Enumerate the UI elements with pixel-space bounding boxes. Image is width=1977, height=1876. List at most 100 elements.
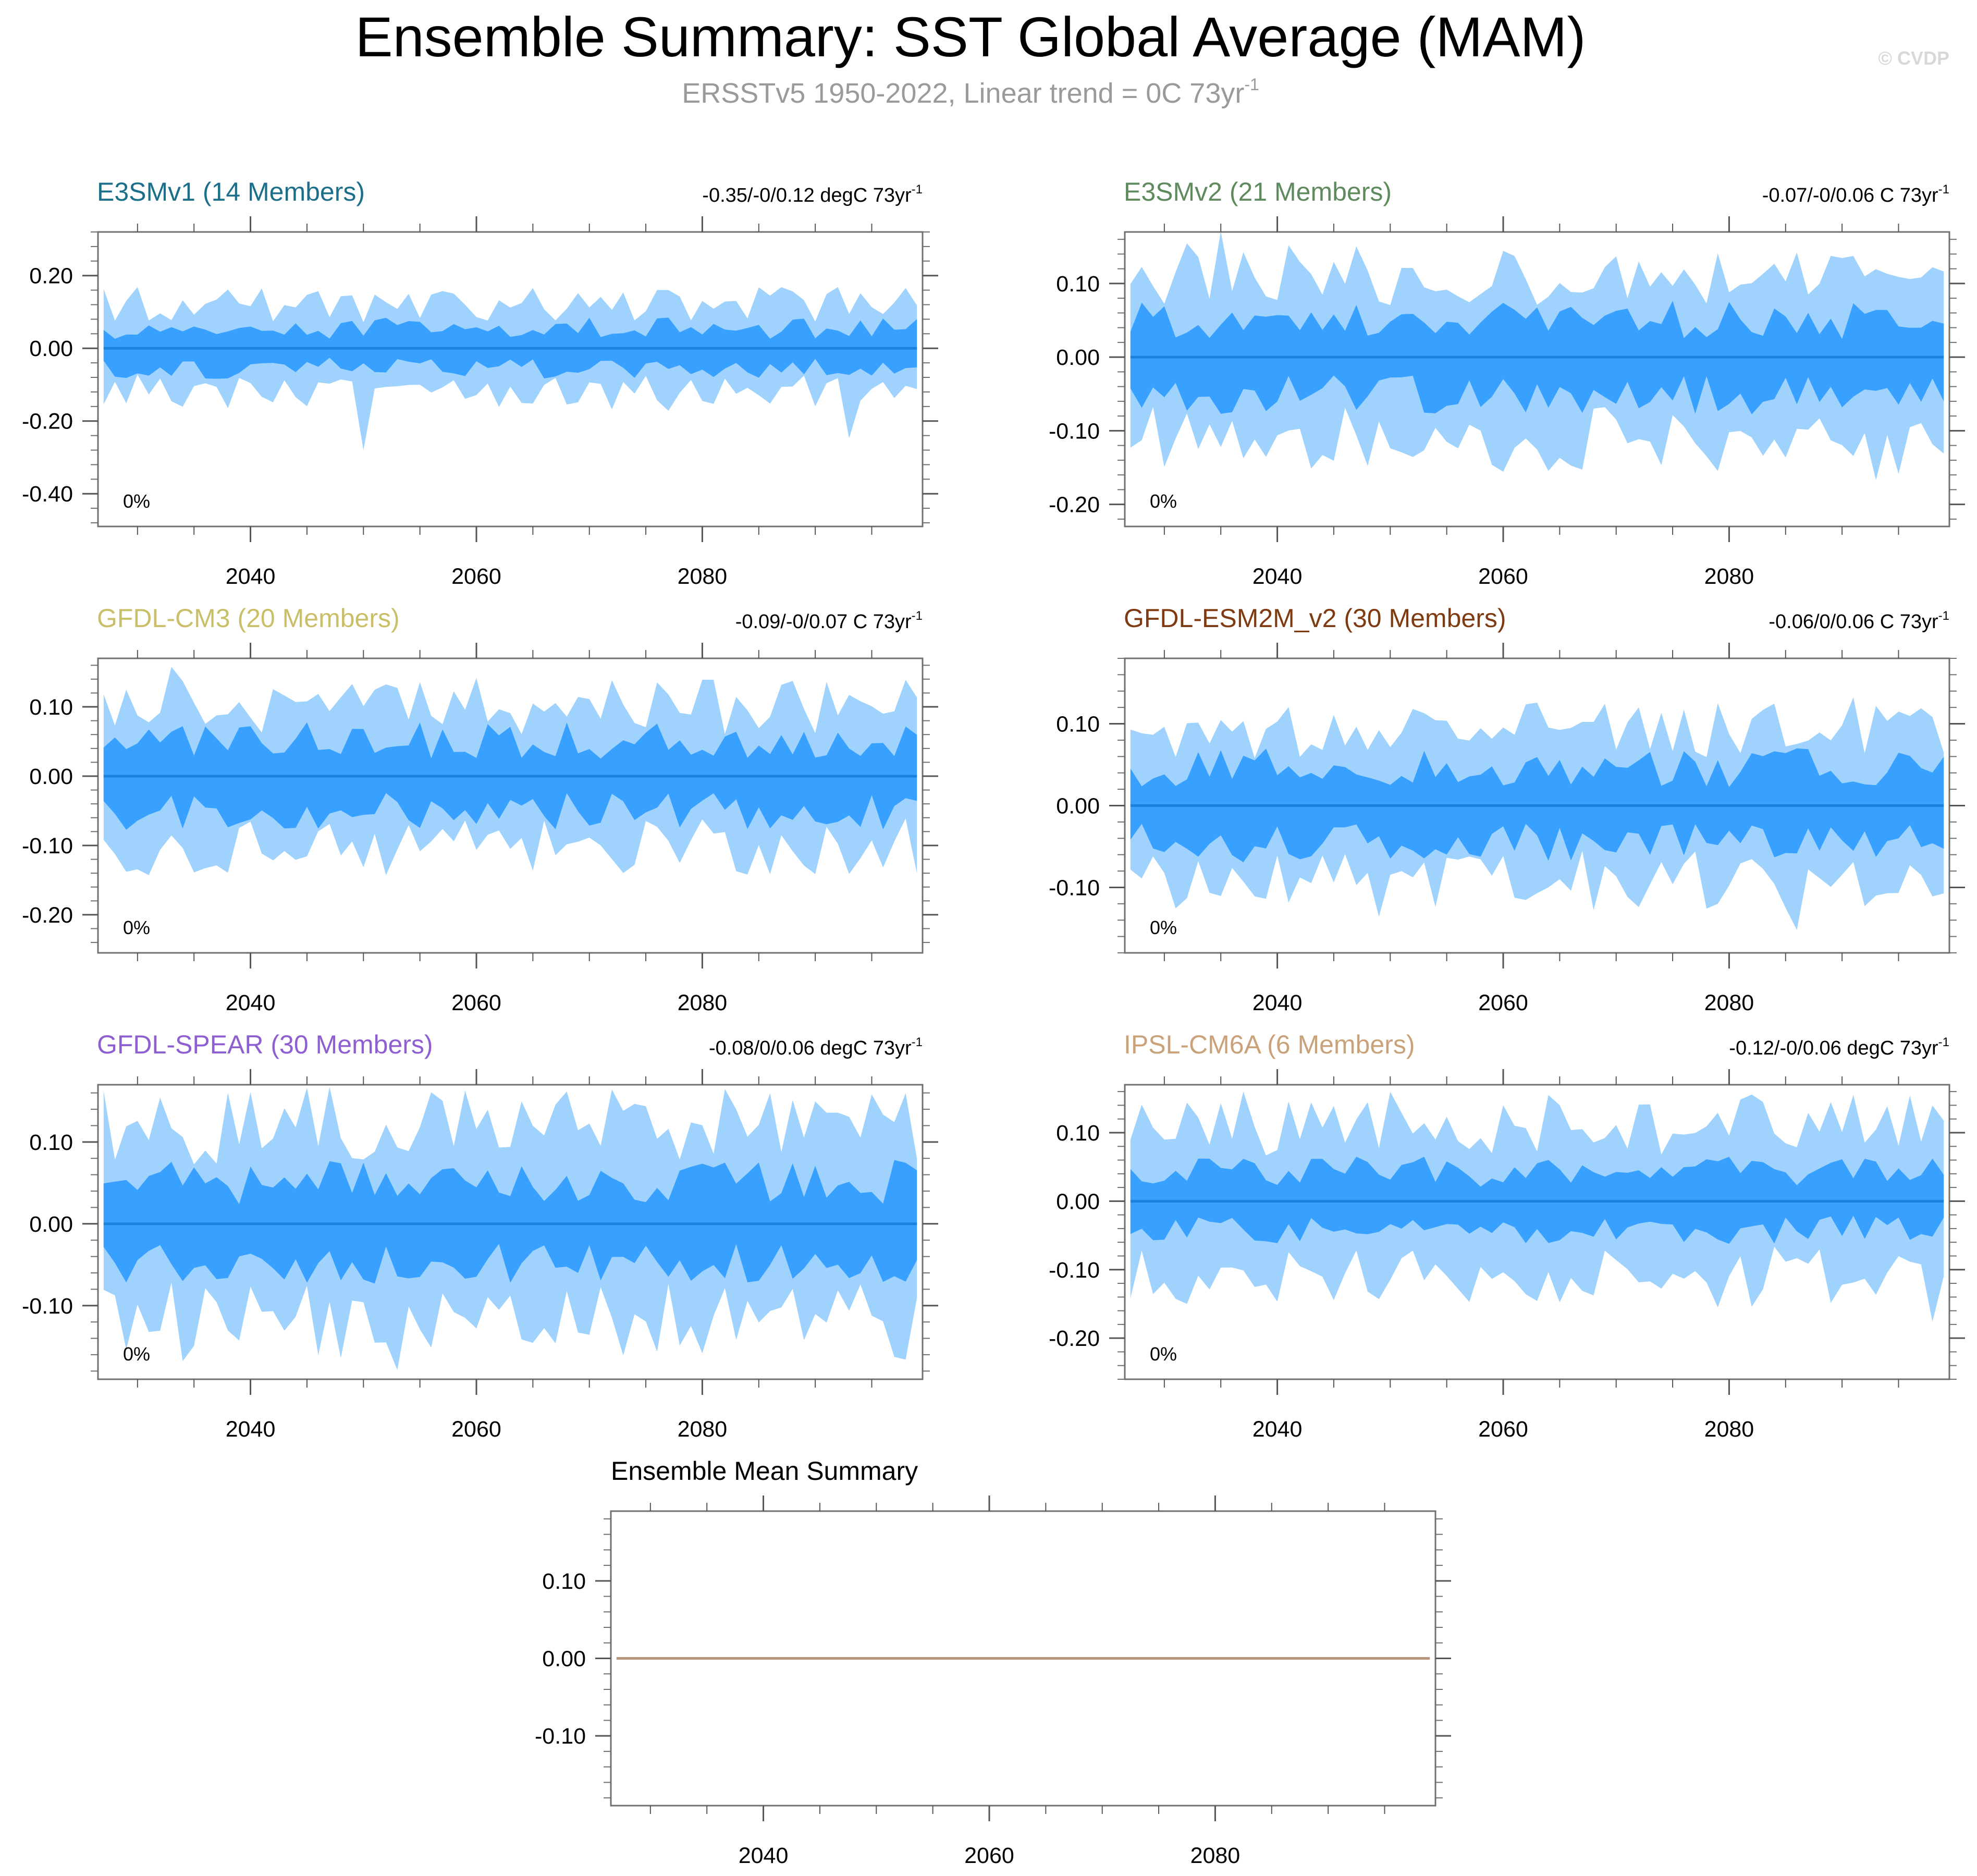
- plot-frame: [97, 231, 924, 528]
- y-tick-label: 0.10: [29, 695, 73, 720]
- y-tick-label: -0.40: [22, 482, 73, 507]
- x-tick-label: 2040: [226, 564, 276, 589]
- trend-text: -0.09/-0/0.07 C 73yr: [735, 611, 912, 633]
- y-tick-label: -0.20: [1049, 1326, 1100, 1351]
- trend-label: -0.07/-0/0.06 C 73yr-1: [1762, 182, 1949, 206]
- x-tick-label: 2040: [226, 990, 276, 1015]
- trend-text: -0.06/0/0.06 C 73yr: [1769, 611, 1938, 633]
- y-tick-label: -0.10: [1049, 1258, 1100, 1283]
- x-tick-label: 2040: [1252, 1417, 1303, 1442]
- trend-label: -0.12/-0/0.06 degC 73yr-1: [1729, 1035, 1949, 1059]
- y-tick-label: 0.10: [542, 1569, 586, 1594]
- x-tick-label: 2080: [1704, 1417, 1754, 1442]
- x-tick-label: 2040: [226, 1417, 276, 1442]
- panel-e3smv1: E3SMv1 (14 Members) -0.35/-0/0.12 degC 73…: [22, 177, 938, 589]
- panel-ensemble-mean-summary: Ensemble Mean Summary 0.10 0.00 -0.10 2040 20…: [535, 1456, 1451, 1868]
- figure-subtitle-sup: -1: [1244, 75, 1259, 94]
- inner-spread-band: [103, 1160, 917, 1284]
- plot-area: [1130, 232, 1944, 481]
- figure-subtitle-main: ERSSTv5 1950-2022, Linear trend = 0C 73y…: [682, 78, 1244, 109]
- x-tick-label: 2040: [1252, 564, 1303, 589]
- trend-sup: -1: [912, 182, 923, 197]
- panel-title: Ensemble Mean Summary: [611, 1456, 918, 1486]
- y-tick-label: -0.10: [1049, 875, 1100, 900]
- plot-area: [103, 1087, 917, 1370]
- y-tick-label: -0.20: [22, 903, 73, 928]
- panel-title: GFDL-CM3 (20 Members): [97, 604, 400, 633]
- trend-sup: -1: [912, 1035, 923, 1049]
- x-tick-label: 2060: [1478, 564, 1528, 589]
- y-tick-label: -0.10: [535, 1724, 586, 1749]
- plot-frame: [97, 1084, 924, 1380]
- x-tick-label: 2080: [678, 1417, 728, 1442]
- y-tick-label: 0.00: [1056, 794, 1100, 819]
- trend-sup: -1: [912, 609, 923, 623]
- y-tick-label: 0.00: [29, 764, 73, 789]
- y-tick-label: -0.10: [22, 833, 73, 859]
- y-tick-label: -0.20: [1049, 493, 1100, 518]
- panel-gfdl-esm2m-v2: GFDL-ESM2M_v2 (30 Members) -0.06/0/0.06 C…: [1049, 604, 1965, 1015]
- plot-frame: [97, 657, 924, 954]
- plot-frame: [1124, 231, 1950, 528]
- y-tick-label: 0.10: [29, 1130, 73, 1155]
- panel-gfdl-spear: GFDL-SPEAR (30 Members) -0.08/0/0.06 degC…: [22, 1030, 938, 1442]
- y-tick-label: 0.00: [542, 1647, 586, 1672]
- x-tick-label: 2040: [739, 1843, 789, 1868]
- y-tick-label: 0.00: [29, 336, 73, 361]
- x-tick-label: 2040: [1252, 990, 1303, 1015]
- panel-title: E3SMv2 (21 Members): [1124, 177, 1392, 206]
- panel-title: GFDL-SPEAR (30 Members): [97, 1030, 433, 1059]
- panel-ipsl-cm6a: IPSL-CM6A (6 Members) -0.12/-0/0.06 degC …: [1049, 1030, 1965, 1442]
- y-tick-label: 0.00: [1056, 1189, 1100, 1214]
- plot-frame: [1124, 1084, 1950, 1380]
- trend-sup: -1: [1938, 182, 1949, 197]
- percent-label: 0%: [123, 491, 150, 512]
- copyright-label: © CVDP: [1878, 47, 1949, 69]
- trend-sup: -1: [1938, 1035, 1949, 1049]
- figure-title: Ensemble Summary: SST Global Average (MA…: [355, 5, 1586, 68]
- percent-label: 0%: [123, 917, 150, 938]
- y-tick-label: -0.10: [1049, 419, 1100, 444]
- plot-area: [103, 287, 917, 450]
- y-tick-label: 0.10: [1056, 712, 1100, 737]
- trend-label: -0.35/-0/0.12 degC 73yr-1: [702, 182, 923, 206]
- panel-title: GFDL-ESM2M_v2 (30 Members): [1124, 604, 1506, 633]
- x-tick-label: 2060: [964, 1843, 1014, 1868]
- y-tick-label: -0.10: [22, 1294, 73, 1319]
- figure-subtitle: ERSSTv5 1950-2022, Linear trend = 0C 73y…: [682, 75, 1259, 109]
- trend-sup: -1: [1938, 609, 1949, 623]
- trend-label: -0.09/-0/0.07 C 73yr-1: [735, 609, 923, 633]
- x-tick-label: 2060: [1478, 1417, 1528, 1442]
- x-tick-label: 2080: [1704, 990, 1754, 1015]
- trend-text: -0.12/-0/0.06 degC 73yr: [1729, 1037, 1938, 1059]
- plot-area: [103, 667, 917, 875]
- plot-area: [1130, 1092, 1944, 1322]
- y-tick-label: 0.00: [29, 1212, 73, 1237]
- x-tick-label: 2060: [451, 564, 501, 589]
- x-tick-label: 2060: [1478, 990, 1528, 1015]
- y-tick-label: 0.10: [1056, 1121, 1100, 1146]
- y-tick-label: 0.20: [29, 264, 73, 289]
- percent-label: 0%: [1150, 491, 1177, 512]
- trend-text: -0.08/0/0.06 degC 73yr: [709, 1037, 912, 1059]
- trend-label: -0.06/0/0.06 C 73yr-1: [1769, 609, 1949, 633]
- panel-e3smv2: E3SMv2 (21 Members) -0.07/-0/0.06 C 73yr-…: [1049, 177, 1965, 589]
- percent-label: 0%: [123, 1343, 150, 1365]
- x-tick-label: 2060: [451, 1417, 501, 1442]
- panel-title: E3SMv1 (14 Members): [97, 177, 365, 206]
- x-tick-label: 2080: [1704, 564, 1754, 589]
- trend-text: -0.35/-0/0.12 degC 73yr: [702, 185, 912, 206]
- panel-gfdl-cm3: GFDL-CM3 (20 Members) -0.09/-0/0.07 C 73y…: [22, 604, 938, 1015]
- y-tick-label: 0.10: [1056, 272, 1100, 297]
- x-tick-label: 2080: [678, 990, 728, 1015]
- trend-text: -0.07/-0/0.06 C 73yr: [1762, 185, 1938, 206]
- x-tick-label: 2060: [451, 990, 501, 1015]
- y-tick-label: -0.20: [22, 409, 73, 434]
- panel-title: IPSL-CM6A (6 Members): [1124, 1030, 1415, 1059]
- plot-area: [1130, 697, 1944, 930]
- percent-label: 0%: [1150, 1343, 1177, 1365]
- y-tick-label: 0.00: [1056, 345, 1100, 370]
- percent-label: 0%: [1150, 917, 1177, 938]
- x-tick-label: 2080: [678, 564, 728, 589]
